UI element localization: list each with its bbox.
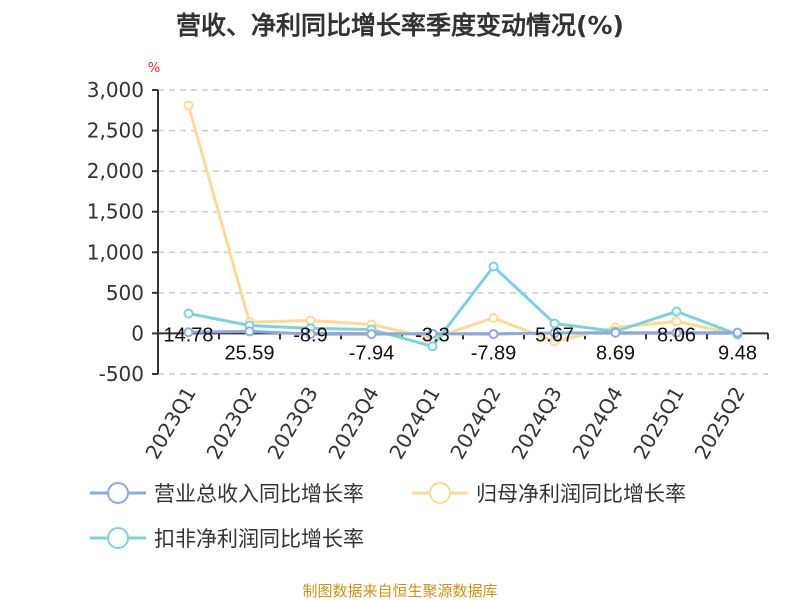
data-point: [488, 329, 499, 340]
data-point: [488, 261, 499, 272]
data-source: 制图数据来自恒生聚源数据库: [302, 582, 498, 600]
data-label: -7.94: [349, 342, 395, 364]
y-tick-label: -500: [99, 362, 144, 386]
x-tick-label: 2023Q3: [262, 383, 322, 464]
data-label: 5.67: [535, 324, 574, 346]
data-point: [610, 327, 621, 338]
x-tick-label: 2025Q1: [628, 383, 688, 464]
y-tick-label: 0: [131, 321, 144, 345]
y-axis-label: %: [148, 61, 160, 76]
legend-marker-revenue: [90, 482, 146, 504]
data-point: [549, 327, 560, 338]
data-point: [305, 329, 316, 340]
chart-title: 营收、净利同比增长率季度变动情况(%): [176, 11, 624, 40]
data-point: [183, 308, 194, 319]
y-tick-label: 500: [106, 281, 144, 305]
series-line: [188, 264, 739, 349]
legend-marker-net-profit: [412, 482, 468, 504]
data-label: -3.3: [415, 324, 449, 346]
x-tick-label: 2024Q2: [445, 383, 505, 464]
legend-item-revenue[interactable]: 营业总收入同比增长率: [90, 478, 364, 508]
data-point: [427, 341, 438, 352]
legend-item-net-profit[interactable]: 归母净利润同比增长率: [412, 478, 686, 508]
data-point: [671, 327, 682, 338]
data-point: [427, 328, 438, 339]
data-point: [549, 318, 560, 329]
data-point: [671, 316, 682, 327]
data-point: [305, 315, 316, 326]
data-label: 25.59: [224, 342, 274, 364]
legend-label: 归母净利润同比增长率: [476, 482, 686, 506]
y-tick-label: 1,000: [87, 240, 144, 264]
data-label: 8.06: [657, 324, 696, 346]
legend-marker-deducted-profit: [90, 527, 146, 549]
legend-label: 营业总收入同比增长率: [154, 482, 364, 506]
x-tick-label: 2024Q1: [384, 383, 444, 464]
x-tick-label: 2024Q3: [506, 383, 566, 464]
legend-label: 扣非净利润同比增长率: [154, 527, 364, 551]
data-label: 8.69: [596, 342, 635, 364]
data-point: [244, 326, 255, 337]
data-label: 9.48: [718, 342, 757, 364]
y-tick-label: 1,500: [87, 200, 144, 224]
data-label: 14.78: [163, 324, 213, 346]
x-tick-label: 2023Q4: [323, 383, 383, 464]
data-point: [732, 327, 743, 338]
y-tick-label: 2,500: [87, 119, 144, 143]
data-label: -7.89: [471, 342, 517, 364]
series-line: [188, 329, 738, 336]
x-tick-label: 2024Q4: [567, 383, 627, 464]
data-point: [366, 329, 377, 340]
x-tick-label: 2025Q2: [689, 383, 749, 464]
x-tick-label: 2023Q1: [140, 383, 200, 464]
legend-item-deducted-profit[interactable]: 扣非净利润同比增长率: [90, 523, 364, 553]
data-point: [183, 100, 194, 111]
series-line: [187, 105, 738, 344]
data-point: [488, 313, 499, 324]
data-point: [183, 327, 194, 338]
y-tick-label: 3,000: [87, 78, 144, 102]
data-label: -8.9: [293, 324, 327, 346]
y-tick-label: 2,000: [87, 159, 144, 183]
x-tick-label: 2023Q2: [201, 383, 261, 464]
data-point: [671, 306, 682, 317]
